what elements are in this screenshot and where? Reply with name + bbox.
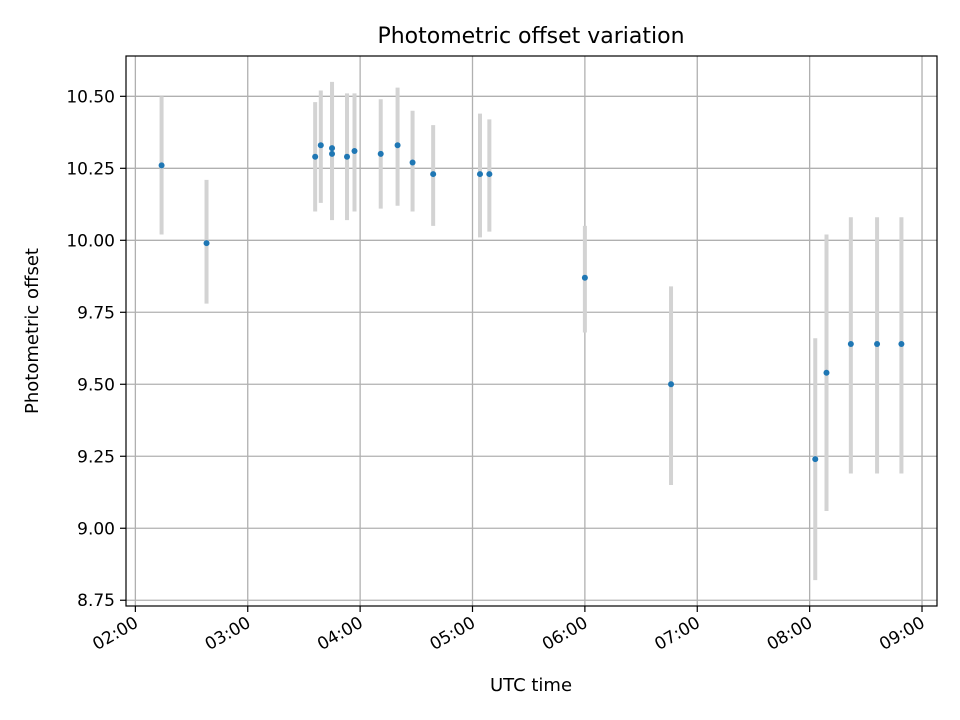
y-tick-label: 8.75 [77,591,115,611]
data-point [377,150,384,157]
data-point [317,142,324,149]
data-point [581,274,588,281]
data-point [874,340,881,347]
data-point [823,369,830,376]
data-point [898,340,905,347]
plot-frame [125,55,938,607]
y-tick-label: 10.00 [66,231,115,251]
y-tick-label: 9.25 [77,447,115,467]
data-point [430,171,437,178]
grid [126,56,937,606]
y-tick-label: 9.50 [77,375,115,395]
data-point [158,162,165,169]
data-point [344,153,351,160]
data-point [329,150,336,157]
y-tick-label: 9.00 [77,519,115,539]
y-axis-ticks: 8.75 9.00 9.25 9.50 9.75 10.00 10.25 10.50 [66,87,126,611]
chart-title: Photometric offset variation [377,24,684,49]
data-point [312,153,319,160]
y-tick-label: 9.75 [77,303,115,323]
data-point [329,145,336,152]
data-point [476,171,483,178]
data-point [203,240,210,247]
data-point [351,148,358,155]
data-point [486,171,493,178]
data-points [158,142,905,463]
x-axis-label: UTC time [490,675,572,696]
data-point [812,456,819,463]
y-tick-label: 10.50 [66,87,115,107]
data-point [394,142,401,149]
data-point [668,381,675,388]
y-tick-label: 10.25 [66,159,115,179]
y-axis-label: Photometric offset [22,248,43,414]
data-point [409,159,416,166]
data-point [847,340,854,347]
